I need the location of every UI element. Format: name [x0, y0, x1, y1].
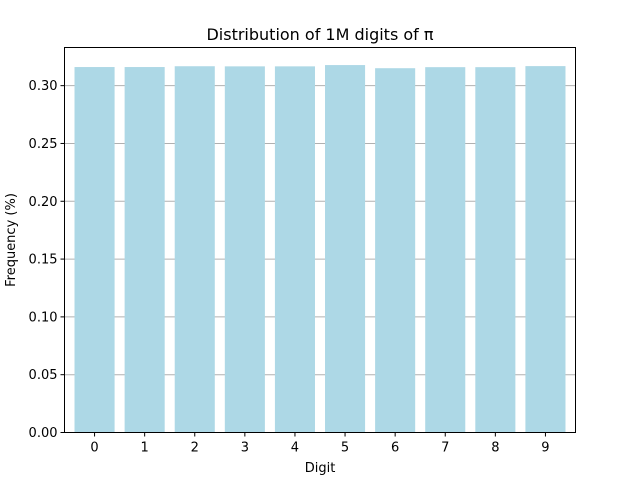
bar-digit-6	[375, 68, 416, 433]
bar-digit-7	[425, 67, 466, 433]
bar-digit-1	[124, 67, 165, 433]
bar-digit-2	[174, 66, 215, 433]
y-tick-label: 0.15	[29, 253, 58, 268]
bars	[74, 65, 566, 433]
bar-digit-4	[274, 66, 315, 433]
x-tick-label: 1	[141, 441, 149, 456]
y-tick-label: 0.05	[29, 368, 58, 383]
x-tick-label: 6	[391, 441, 399, 456]
y-tick-label: 0.30	[29, 79, 58, 94]
bar-digit-8	[475, 67, 516, 433]
x-tick-label: 9	[541, 441, 549, 456]
y-ticks: 0.00 0.05 0.10 0.15 0.20 0.25 0.30	[29, 79, 65, 441]
bar-digit-0	[74, 67, 115, 433]
bar-digit-9	[525, 66, 566, 433]
x-axis-label: Digit	[305, 461, 336, 476]
y-tick-label: 0.00	[29, 426, 58, 441]
y-tick-label: 0.25	[29, 137, 58, 152]
bar-digit-3	[224, 66, 265, 433]
x-tick-label: 4	[291, 441, 299, 456]
plot-frame	[64, 47, 576, 433]
x-tick-label: 2	[191, 441, 199, 456]
chart-title: Distribution of 1M digits of π	[206, 25, 433, 44]
x-tick-label: 0	[90, 441, 98, 456]
x-tick-label: 3	[241, 441, 249, 456]
x-tick-label: 7	[441, 441, 449, 456]
bar-digit-5	[325, 65, 366, 433]
x-tick-label: 5	[341, 441, 349, 456]
x-ticks: 0 1 2 3 4 5 6 7 8 9	[90, 432, 550, 456]
y-axis-label: Frequency (%)	[4, 193, 19, 287]
y-tick-label: 0.10	[29, 310, 58, 325]
x-tick-label: 8	[491, 441, 499, 456]
y-tick-label: 0.20	[29, 195, 58, 210]
